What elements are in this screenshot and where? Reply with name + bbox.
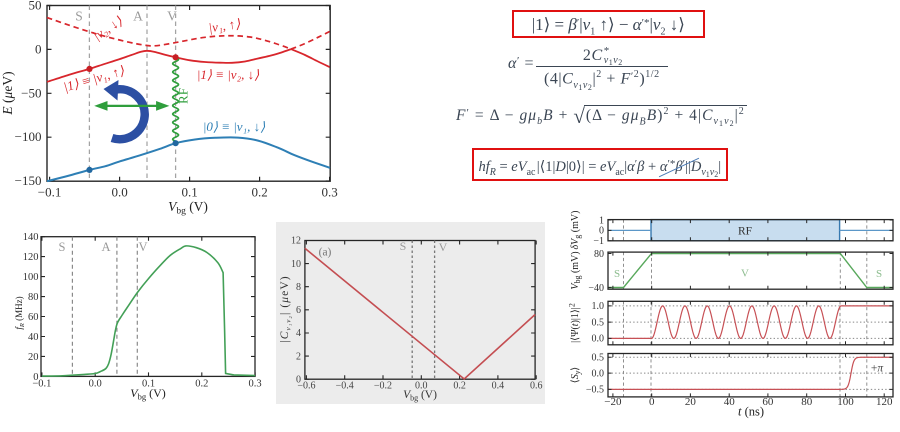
svg-text:100: 100: [837, 396, 854, 408]
svg-text:S: S: [614, 268, 620, 280]
svg-text:6: 6: [296, 305, 301, 316]
svg-text:A: A: [101, 240, 110, 254]
svg-text:S: S: [59, 240, 66, 254]
svg-text:0.4: 0.4: [492, 381, 505, 392]
svg-text:V: V: [167, 9, 177, 24]
svg-text:0.2: 0.2: [453, 381, 466, 392]
svg-text:1: 1: [599, 215, 604, 226]
svg-text:Vbg (mV): Vbg (mV): [570, 251, 582, 289]
svg-text:(a): (a): [319, 247, 332, 259]
svg-text:−50: −50: [21, 85, 41, 100]
svg-text:fR (MHz): fR (MHz): [14, 296, 26, 329]
svg-text:0.1: 0.1: [142, 379, 155, 390]
svg-text:0: 0: [296, 374, 301, 385]
svg-text:0: 0: [33, 372, 38, 383]
svg-text:0.1: 0.1: [181, 185, 197, 200]
svg-text:−150: −150: [15, 173, 42, 188]
svg-text:δVg (mV): δVg (mV): [570, 211, 582, 250]
svg-text:−1: −1: [593, 236, 604, 247]
svg-text:80: 80: [594, 249, 604, 260]
svg-text:−0.6: −0.6: [297, 381, 315, 392]
svg-text:−100: −100: [15, 129, 42, 144]
svg-text:0.0: 0.0: [415, 381, 428, 392]
svg-text:20: 20: [685, 396, 697, 408]
svg-text:|1⟩ ≡ |v₂, ↓⟩: |1⟩ ≡ |v₂, ↓⟩: [197, 67, 259, 82]
svg-text:0.3: 0.3: [249, 379, 262, 390]
svg-text:60: 60: [28, 312, 39, 323]
svg-text:0.2: 0.2: [195, 379, 208, 390]
svg-text:100: 100: [23, 272, 39, 283]
svg-text:0.0: 0.0: [89, 379, 102, 390]
svg-text:−20: −20: [604, 396, 622, 408]
svg-text:10: 10: [291, 259, 301, 270]
svg-text:0.5: 0.5: [592, 317, 605, 328]
svg-text:0: 0: [599, 226, 604, 237]
svg-text:140: 140: [23, 232, 39, 243]
svg-text:0: 0: [649, 396, 655, 408]
svg-text:−40: −40: [588, 283, 604, 294]
svg-text:0: 0: [35, 41, 42, 56]
svg-text:|Cv₁v₂| (μeV): |Cv₁v₂| (μeV): [279, 275, 293, 342]
svg-text:V: V: [138, 240, 147, 254]
svg-text:0.0: 0.0: [592, 368, 605, 379]
svg-text:8: 8: [296, 282, 301, 293]
svg-text:−0.1: −0.1: [38, 185, 62, 200]
svg-text:1.0: 1.0: [592, 301, 605, 312]
svg-text:0.0: 0.0: [592, 334, 605, 345]
svg-text:0.6: 0.6: [530, 381, 543, 392]
svg-text:|⟨Ψ(t)|1⟩|2: |⟨Ψ(t)|1⟩|2: [568, 303, 582, 343]
svg-text:0.2: 0.2: [251, 185, 267, 200]
svg-text:20: 20: [28, 352, 39, 363]
svg-text:−0.1: −0.1: [32, 379, 51, 390]
svg-text:Vbg (V): Vbg (V): [168, 199, 208, 217]
svg-text:2: 2: [296, 351, 301, 362]
svg-text:t (ns): t (ns): [738, 405, 764, 419]
svg-text:|v₂, ↓⟩: |v₂, ↓⟩: [90, 13, 125, 43]
svg-text:40: 40: [28, 332, 39, 343]
svg-text:80: 80: [801, 396, 813, 408]
svg-text:S: S: [876, 268, 882, 280]
svg-text:50: 50: [29, 0, 42, 13]
svg-text:−0.2: −0.2: [374, 381, 392, 392]
svg-text:Vbg (V): Vbg (V): [403, 389, 437, 403]
svg-text:120: 120: [23, 252, 39, 263]
svg-text:S: S: [400, 239, 407, 253]
svg-text:⟨Sy⟩: ⟨Sy⟩: [570, 367, 582, 383]
svg-text:V: V: [439, 240, 448, 254]
svg-text:|0⟩ ≡ |v₁, ↓⟩: |0⟩ ≡ |v₁, ↓⟩: [203, 119, 265, 134]
svg-text:RF: RF: [738, 226, 752, 238]
svg-text:Vbg (V): Vbg (V): [130, 386, 166, 402]
svg-text:V: V: [741, 268, 749, 280]
svg-text:0.0: 0.0: [111, 185, 127, 200]
svg-text:4: 4: [296, 328, 301, 339]
svg-text:40: 40: [724, 396, 736, 408]
svg-text:A: A: [133, 9, 143, 24]
svg-text:80: 80: [28, 292, 39, 303]
svg-text:−0.5: −0.5: [586, 385, 604, 396]
svg-text:60: 60: [762, 396, 774, 408]
svg-text:S: S: [75, 9, 83, 24]
svg-text:0.5: 0.5: [592, 353, 605, 364]
svg-text:12: 12: [291, 236, 301, 247]
svg-text:+π: +π: [871, 363, 885, 375]
svg-text:RF: RF: [176, 88, 191, 104]
svg-text:0.3: 0.3: [321, 185, 337, 200]
svg-text:−0.4: −0.4: [336, 381, 354, 392]
svg-text:|v₁, ↑⟩: |v₁, ↑⟩: [208, 16, 242, 35]
svg-text:E (μeV): E (μeV): [0, 71, 15, 115]
svg-text:120: 120: [876, 396, 893, 408]
